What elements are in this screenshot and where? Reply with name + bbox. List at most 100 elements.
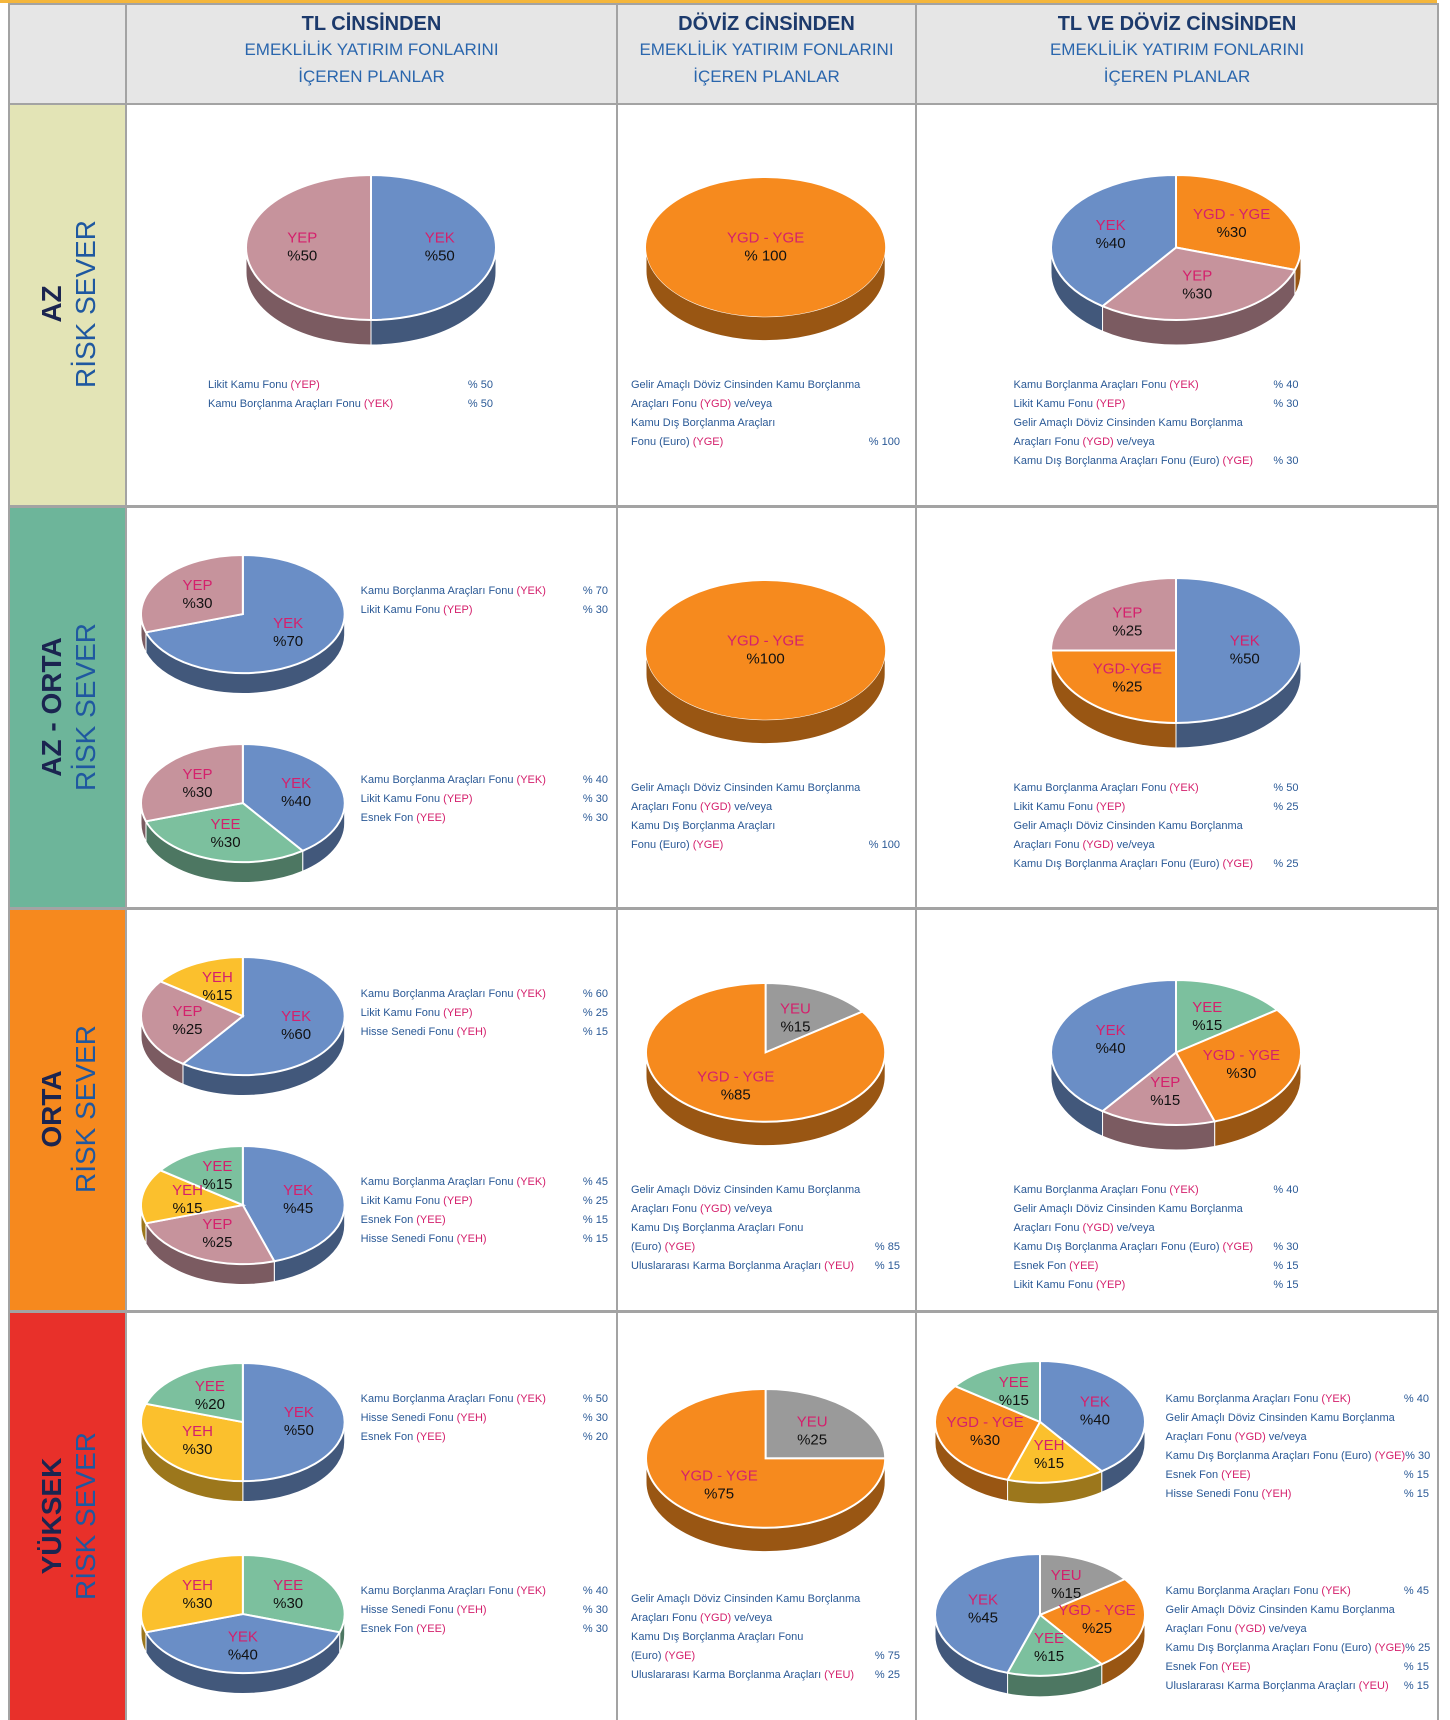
legend-line: Uluslararası Karma Borçlanma Araçları (YE… [1166, 1677, 1429, 1696]
pie-slice [140, 1554, 244, 1634]
legend-text: Gelir Amaçlı Döviz Cinsinden Kamu Borçla… [1013, 417, 1243, 430]
legend-line: Araçları Fonu (YGD) ve/veya [1014, 433, 1299, 452]
legend-percent: % 15 [582, 1214, 608, 1227]
pie-value-label: %30 [183, 784, 213, 801]
pie-value-label: %50 [1230, 650, 1260, 667]
legend-text: Hisse Senedi Fonu [360, 1411, 454, 1424]
legend-code: (YEH) [456, 1233, 487, 1246]
pie-value-label: %40 [1080, 1411, 1110, 1428]
legend-text: Kamu Borçlanma Araçları Fonu [360, 1392, 514, 1405]
pie-slice [158, 1145, 244, 1207]
legend-code: (YEK) [516, 773, 546, 786]
legend-text: Araçları Fonu [1165, 1430, 1232, 1443]
legend-text: Gelir Amaçlı Döviz Cinsinden Kamu Borçla… [1013, 1203, 1243, 1216]
pie-slice [1175, 979, 1280, 1055]
legend-percent: % 30 [1273, 1241, 1299, 1254]
legend-percent: % 30 [582, 792, 608, 805]
pie-value-label: %15 [1034, 1647, 1064, 1664]
legend-text-group: Kamu Borçlanma Araçları Fonu (YEK) [1166, 1390, 1404, 1409]
legend-line: Kamu Dış Borçlanma Araçları Fonu [631, 1219, 900, 1238]
legend-text: Kamu Borçlanma Araçları Fonu [360, 585, 514, 598]
pie-slice [1174, 1008, 1302, 1123]
header-cell: TL VE DÖVİZ CİNSİNDEN EMEKLİLİK YATIRIM F… [915, 3, 1439, 105]
row-label: AZ RİSK SEVER [35, 220, 103, 388]
legend-line: Likit Kamu Fonu (YEP)% 25 [361, 1192, 608, 1211]
legend-line: Gelir Amaçlı Döviz Cinsinden Kamu Borçla… [631, 1181, 900, 1200]
pie-code-label: YGD - YGE [1059, 1602, 1136, 1619]
legend-text-group: Gelir Amaçlı Döviz Cinsinden Kamu Borçla… [1166, 1601, 1429, 1620]
legend-percent: % 25 [874, 1668, 900, 1681]
legend-code: (YEU) [1358, 1680, 1389, 1693]
legend-text: (Euro) [631, 1241, 662, 1254]
legend-text: Kamu Borçlanma Araçları Fonu [1013, 1184, 1167, 1197]
pie-value-label: %25 [173, 1022, 203, 1039]
legend-text-group: Kamu Dış Borçlanma Araçları Fonu (Euro)(… [1014, 855, 1274, 874]
pie-slice [1006, 1612, 1104, 1677]
pie-value-label: %25 [797, 1432, 827, 1449]
legend-text: Kamu Dış Borçlanma Araçları Fonu [631, 1222, 804, 1235]
legend-text-group: Kamu Borçlanma Araçları Fonu (YEK) [361, 1582, 583, 1601]
pie-code-label: YGD - YGE [680, 1468, 757, 1485]
legend-line: Hisse Senedi Fonu (YEH)% 15 [1166, 1485, 1429, 1504]
pie-code-label: YEK [424, 230, 454, 247]
legend-code: (YEE) [416, 1214, 446, 1227]
legend-code: (YEE) [416, 811, 446, 824]
pie-slice [644, 1388, 887, 1529]
legend-text-group: Likit Kamu Fonu (YEP) [208, 376, 468, 395]
pie-chart: YEU%15 YGD - YGE%85 [644, 982, 887, 1147]
legend-text-group: Kamu Dış Borçlanma Araçları Fonu [631, 1219, 900, 1238]
legend-line: Gelir Amaçlı Döviz Cinsinden Kamu Borçla… [631, 779, 900, 798]
legend-percent: % 40 [1403, 1392, 1429, 1405]
legend-text-group: Esnek Fon (YEE) [361, 809, 583, 828]
legend-code: (YEK) [516, 1585, 546, 1598]
legend: Gelir Amaçlı Döviz Cinsinden Kamu Borçla… [631, 376, 900, 452]
legend-line: Kamu Borçlanma Araçları Fonu (YEK)% 45 [1166, 1582, 1429, 1601]
pie-code-label: YGD - YGE [947, 1414, 1024, 1431]
legend-code: (YGE) [664, 1649, 696, 1662]
legend-code: (YEK) [1321, 1585, 1351, 1598]
legend-code: (YEP) [1095, 398, 1126, 411]
legend-text-group: Gelir Amaçlı Döviz Cinsinden Kamu Borçla… [631, 1590, 900, 1609]
pie-value-label: % 100 [744, 248, 787, 265]
legend: Kamu Borçlanma Araçları Fonu (YEK)% 60 Lik… [361, 985, 608, 1042]
pie-slice [764, 1388, 887, 1460]
legend-line: Likit Kamu Fonu (YEP)% 25 [361, 1004, 608, 1023]
legend-percent: % 15 [1403, 1680, 1429, 1693]
header-subtitle: İÇEREN PLANLAR [298, 67, 445, 86]
legend: Kamu Borçlanma Araçları Fonu (YEK)% 45 Lik… [361, 1173, 608, 1249]
legend-text-group: Gelir Amaçlı Döviz Cinsinden Kamu Borçla… [631, 779, 900, 798]
legend-after: ve/veya [1116, 1222, 1155, 1235]
pie-slice [1039, 1552, 1128, 1616]
legend-percent: % 30 [582, 1411, 608, 1424]
pie-value-label: %25 [202, 1234, 232, 1251]
legend-code: (YEH) [456, 1025, 487, 1038]
legend-line: Kamu Borçlanma Araçları Fonu (YEK)% 60 [361, 985, 608, 1004]
pie-value-label: %15 [202, 1176, 232, 1193]
legend-text: Kamu Dış Borçlanma Araçları Fonu (Euro) [1165, 1449, 1372, 1462]
pie-code-label: YEP [202, 1216, 232, 1233]
legend-code: (YEK) [516, 987, 546, 1000]
legend-text: Hisse Senedi Fonu [1165, 1487, 1259, 1500]
legend-text-group: Kamu Borçlanma Araçları Fonu (YEK) [361, 1390, 583, 1409]
pie-value-label: %70 [273, 633, 303, 650]
pie-code-label: YEP [183, 766, 213, 783]
legend-code: (YEP) [443, 1006, 473, 1019]
pie-value-label: %25 [1112, 679, 1142, 696]
row-label: AZ - ORTA RİSK SEVER [35, 622, 103, 790]
pie-chart: YEU%25 YGD - YGE%75 [644, 1388, 887, 1553]
legend-text: Kamu Dış Borçlanma Araçları [631, 819, 776, 832]
legend-text-group: Kamu Borçlanma Araçları Fonu (YEK) [1014, 376, 1274, 395]
legend-line: (Euro) (YGE)% 85 [631, 1238, 900, 1257]
legend-text: Esnek Fon [360, 1214, 414, 1227]
pie-value-label: %40 [228, 1647, 258, 1664]
legend-line: Likit Kamu Fonu (YEP)% 30 [361, 790, 608, 809]
pie-value-label: %45 [283, 1200, 313, 1217]
header-cell: TL CİNSİNDEN EMEKLİLİK YATIRIM FONLARINI İ… [125, 3, 618, 105]
legend-text-group: Esnek Fon (YEE) [1166, 1658, 1404, 1677]
legend-percent: % 15 [1273, 1260, 1299, 1273]
legend-text: Gelir Amaçlı Döviz Cinsinden Kamu Borçla… [1165, 1411, 1395, 1424]
legend-text: Araçları Fonu [1013, 436, 1080, 449]
